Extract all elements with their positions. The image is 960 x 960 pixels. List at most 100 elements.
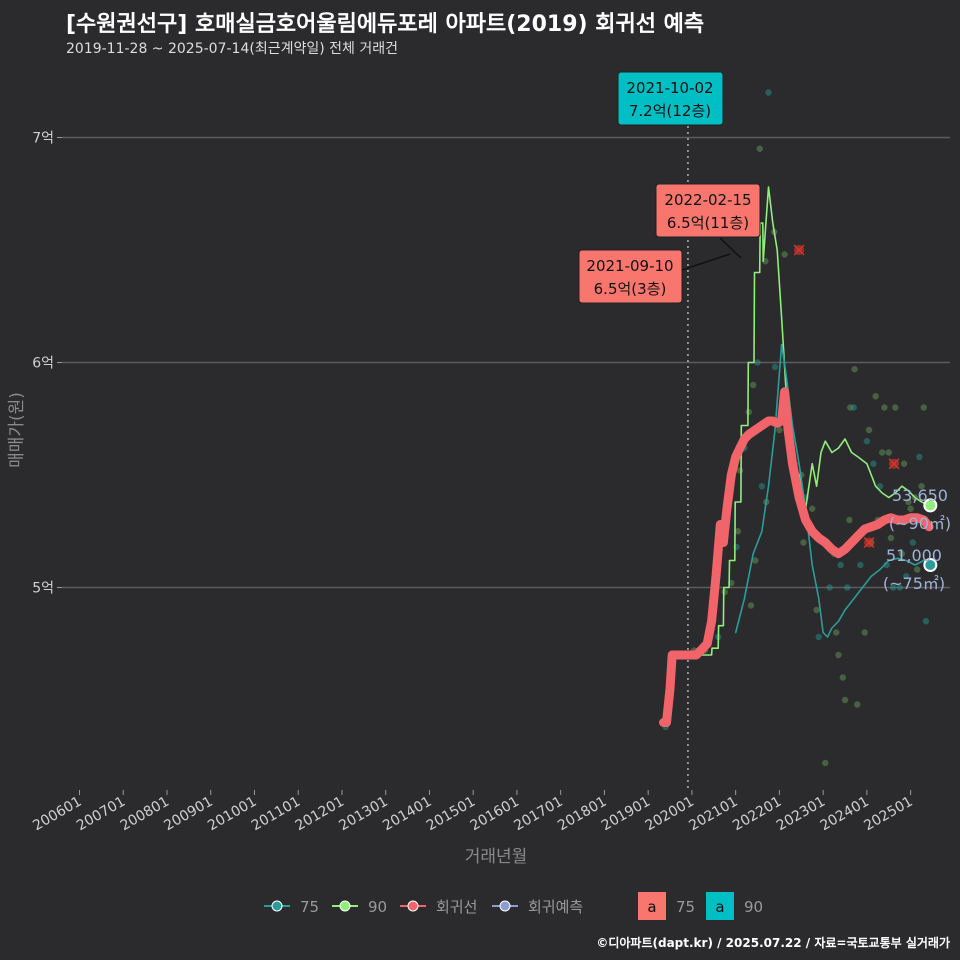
legend-marker — [407, 900, 419, 912]
scatter-point — [887, 534, 895, 542]
x-tick-label: 201901 — [599, 794, 653, 835]
annotation-date: 2022-02-15 — [664, 191, 751, 209]
scatter-point — [896, 584, 903, 591]
annotation-date: 2021-09-10 — [586, 257, 673, 275]
x-tick-label: 200801 — [118, 794, 172, 835]
x-tick-label: 201601 — [468, 794, 522, 835]
legend-box-label: 75 — [676, 898, 695, 916]
cancel-x — [888, 458, 900, 470]
scatter-point — [771, 363, 779, 371]
scatter-point — [857, 561, 864, 569]
scatter-point — [837, 561, 844, 569]
scatter-point — [913, 566, 921, 573]
annotation-leader — [719, 237, 742, 259]
legend-label: 회귀선 — [436, 898, 477, 916]
scatter-point — [889, 584, 897, 591]
series-line-90 — [687, 186, 932, 656]
scatter-point — [872, 393, 879, 400]
end-marker-90 — [923, 498, 938, 513]
scatter-point — [841, 696, 849, 704]
legend-box — [638, 892, 666, 920]
end-label-area: (~75㎡) — [883, 574, 945, 593]
x-tick-label: 201101 — [249, 794, 303, 835]
scatter-point — [721, 588, 728, 596]
legend-marker — [271, 900, 283, 912]
x-tick-label: 201701 — [511, 794, 565, 835]
scatter-point — [781, 251, 788, 258]
end-label-area: (~90㎡) — [889, 514, 951, 533]
scatter-point — [865, 426, 873, 434]
end-label-value: 51,000 — [886, 546, 942, 565]
credit: ©디아파트(dapt.kr) / 2025.07.22 / 자료=국토교통부 실… — [596, 936, 950, 950]
x-tick-label: 202501 — [861, 794, 915, 835]
scatter-point — [885, 449, 892, 456]
x-tick-label: 200901 — [161, 794, 215, 835]
scatter-point — [900, 460, 908, 467]
scatter-point — [847, 404, 854, 411]
scatter-point — [734, 528, 742, 535]
scatter-point — [916, 453, 923, 461]
x-tick-label: 200601 — [30, 794, 84, 835]
legend-marker — [339, 900, 351, 912]
scatter-point — [826, 584, 833, 591]
scatter-point — [749, 381, 757, 389]
end-label-value: 53,650 — [892, 486, 948, 505]
scatter-point — [765, 89, 772, 96]
x-tick-label: 200701 — [74, 794, 128, 835]
scatter-point — [854, 701, 861, 708]
series-line-75 — [734, 343, 932, 638]
scatter-point — [898, 550, 906, 557]
scatter-point — [903, 573, 910, 580]
x-tick-label: 202201 — [730, 794, 784, 835]
y-tick-label: 6억 — [32, 356, 54, 372]
scatter-point — [863, 438, 871, 445]
scatter-point — [909, 539, 917, 546]
annotation-box — [617, 71, 724, 126]
scatter-point — [815, 633, 822, 641]
annotation-price: 6.5억(3층) — [594, 280, 667, 298]
scatter-point — [813, 606, 820, 614]
x-tick-label: 202301 — [774, 794, 828, 835]
x-tick-label: 202101 — [686, 794, 740, 835]
scatter-point — [892, 404, 899, 411]
scatter-point — [752, 557, 759, 564]
scatter-point — [747, 602, 755, 609]
scatter-point — [809, 505, 816, 512]
scatter-point — [920, 404, 927, 411]
annotation-box — [655, 183, 761, 238]
legend-box-label: 90 — [744, 898, 763, 916]
y-tick-label: 5억 — [32, 581, 54, 597]
scatter-point — [754, 359, 761, 366]
scatter-point — [736, 467, 744, 474]
scatter-point — [876, 483, 884, 490]
chart-title: [수원권선구] 호매실금호어울림에듀포레 아파트(2019) 회귀선 예측 — [66, 12, 705, 37]
scatter-point — [851, 366, 858, 373]
scatter-point — [776, 426, 783, 434]
scatter-point — [758, 483, 766, 490]
x-tick-label: 202001 — [643, 794, 697, 835]
cancel-x — [863, 537, 875, 548]
scatter-point — [878, 449, 886, 456]
legend-box — [706, 892, 734, 920]
x-tick-label: 202401 — [818, 794, 872, 835]
scatter-point — [922, 618, 930, 625]
series-line-regression — [659, 387, 934, 727]
legend-box-glyph: a — [647, 898, 656, 916]
scatter-point — [907, 505, 914, 512]
chart-subtitle: 2019-11-28 ~ 2025-07-14(최근계약일) 전체 거래건 — [66, 41, 398, 57]
scatter-point — [905, 498, 912, 506]
scatter-point — [850, 404, 857, 411]
x-tick-label: 201301 — [336, 794, 390, 835]
cancel-x — [793, 244, 805, 256]
annotation-price: 6.5억(11층) — [667, 214, 749, 232]
legend-marker — [499, 900, 511, 912]
legend-label: 90 — [368, 898, 387, 916]
annotation-leader — [681, 253, 731, 271]
scatter-point — [844, 584, 851, 591]
x-tick-label: 201401 — [380, 794, 434, 835]
legend-box-glyph: a — [715, 898, 724, 916]
x-axis-title: 거래년월 — [465, 847, 528, 867]
x-tick-label: 201201 — [293, 794, 347, 835]
scatter-point — [833, 629, 840, 636]
